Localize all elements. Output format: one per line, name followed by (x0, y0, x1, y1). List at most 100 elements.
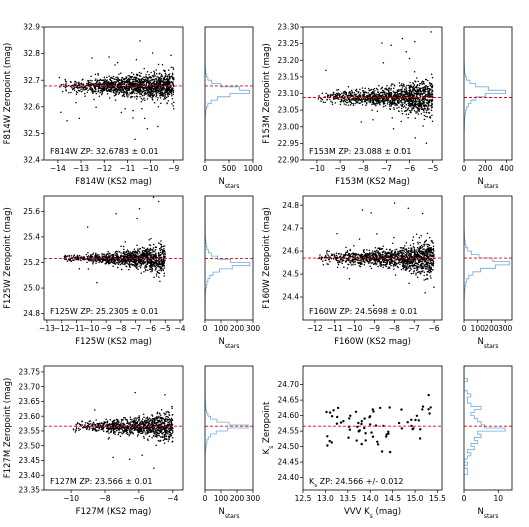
data-point (135, 58, 138, 61)
data-point (143, 97, 145, 99)
data-point (366, 99, 368, 101)
hist-x-tick-label: 400 (500, 164, 515, 173)
data-point (128, 256, 131, 259)
data-point (393, 261, 396, 264)
data-point (376, 96, 378, 98)
data-point (378, 260, 380, 263)
data-point (410, 84, 412, 87)
data-point (140, 265, 142, 267)
data-point (104, 78, 106, 80)
data-point (159, 268, 162, 270)
data-point (145, 256, 147, 258)
data-point (162, 250, 165, 253)
data-point (414, 102, 416, 104)
data-point (140, 72, 142, 75)
data-point (421, 259, 423, 261)
data-point (422, 103, 424, 105)
data-point (153, 265, 155, 268)
data-point (164, 250, 166, 253)
data-point (407, 84, 410, 87)
data-point (368, 98, 370, 100)
data-point (381, 42, 383, 44)
data-point (431, 76, 434, 79)
data-point (412, 107, 415, 110)
data-point (131, 92, 134, 95)
data-point (387, 90, 390, 93)
data-point (157, 260, 159, 262)
data-point (106, 76, 108, 79)
data-point (400, 268, 403, 271)
data-point (160, 80, 163, 83)
data-point (418, 84, 421, 87)
data-point (320, 97, 323, 100)
data-point (342, 94, 345, 96)
data-point (412, 95, 414, 98)
data-point (106, 79, 108, 81)
data-point (401, 83, 403, 85)
data-point (143, 271, 145, 273)
data-point (427, 93, 430, 96)
data-point (139, 266, 142, 269)
data-point (91, 83, 94, 85)
data-point (406, 91, 408, 94)
data-point (348, 98, 350, 100)
data-point (141, 80, 143, 83)
data-point (398, 85, 401, 87)
data-point (123, 253, 126, 255)
data-point (138, 71, 141, 74)
data-point (151, 98, 154, 100)
data-point (99, 81, 101, 84)
data-point (101, 261, 103, 264)
data-point (424, 98, 427, 101)
data-point (91, 90, 93, 92)
data-point (145, 74, 147, 76)
data-point (152, 75, 155, 78)
data-point (374, 261, 377, 263)
data-point (415, 110, 417, 113)
data-point (164, 253, 166, 256)
data-point (331, 101, 333, 104)
data-point (410, 98, 412, 100)
data-point (414, 93, 416, 95)
data-point (144, 99, 146, 102)
data-point (407, 98, 409, 101)
x-tick-label: −6 (145, 324, 156, 333)
data-point (127, 263, 130, 265)
data-point (416, 106, 418, 109)
data-point (172, 101, 175, 104)
data-point (401, 148, 404, 150)
histogram-frame (463, 26, 513, 161)
data-point (170, 66, 173, 68)
data-point (131, 264, 134, 266)
data-point (139, 92, 141, 94)
data-point (76, 254, 79, 257)
data-point (76, 256, 78, 258)
data-point (413, 269, 415, 272)
data-point (135, 73, 138, 76)
data-point (345, 93, 347, 96)
data-point (139, 80, 141, 83)
data-point (122, 245, 125, 248)
data-point (77, 89, 80, 92)
data-point (163, 247, 165, 250)
data-point (401, 89, 403, 91)
data-point (150, 271, 152, 273)
y-tick-label: 25.6 (23, 207, 40, 216)
data-point (369, 101, 371, 104)
data-point (158, 242, 160, 244)
data-point (412, 88, 414, 91)
data-point (133, 264, 136, 267)
data-point (126, 258, 129, 260)
data-point (165, 75, 167, 77)
data-point (153, 83, 155, 86)
data-point (391, 103, 393, 105)
data-point (387, 99, 390, 102)
data-point (412, 265, 414, 268)
data-point (336, 266, 339, 269)
data-point (417, 259, 420, 261)
data-point (114, 82, 117, 85)
x-tick-label: −5 (160, 324, 171, 333)
x-axis-label: F153M (KS2 Mag) (335, 177, 410, 187)
data-point (374, 250, 376, 253)
data-point (405, 248, 407, 250)
